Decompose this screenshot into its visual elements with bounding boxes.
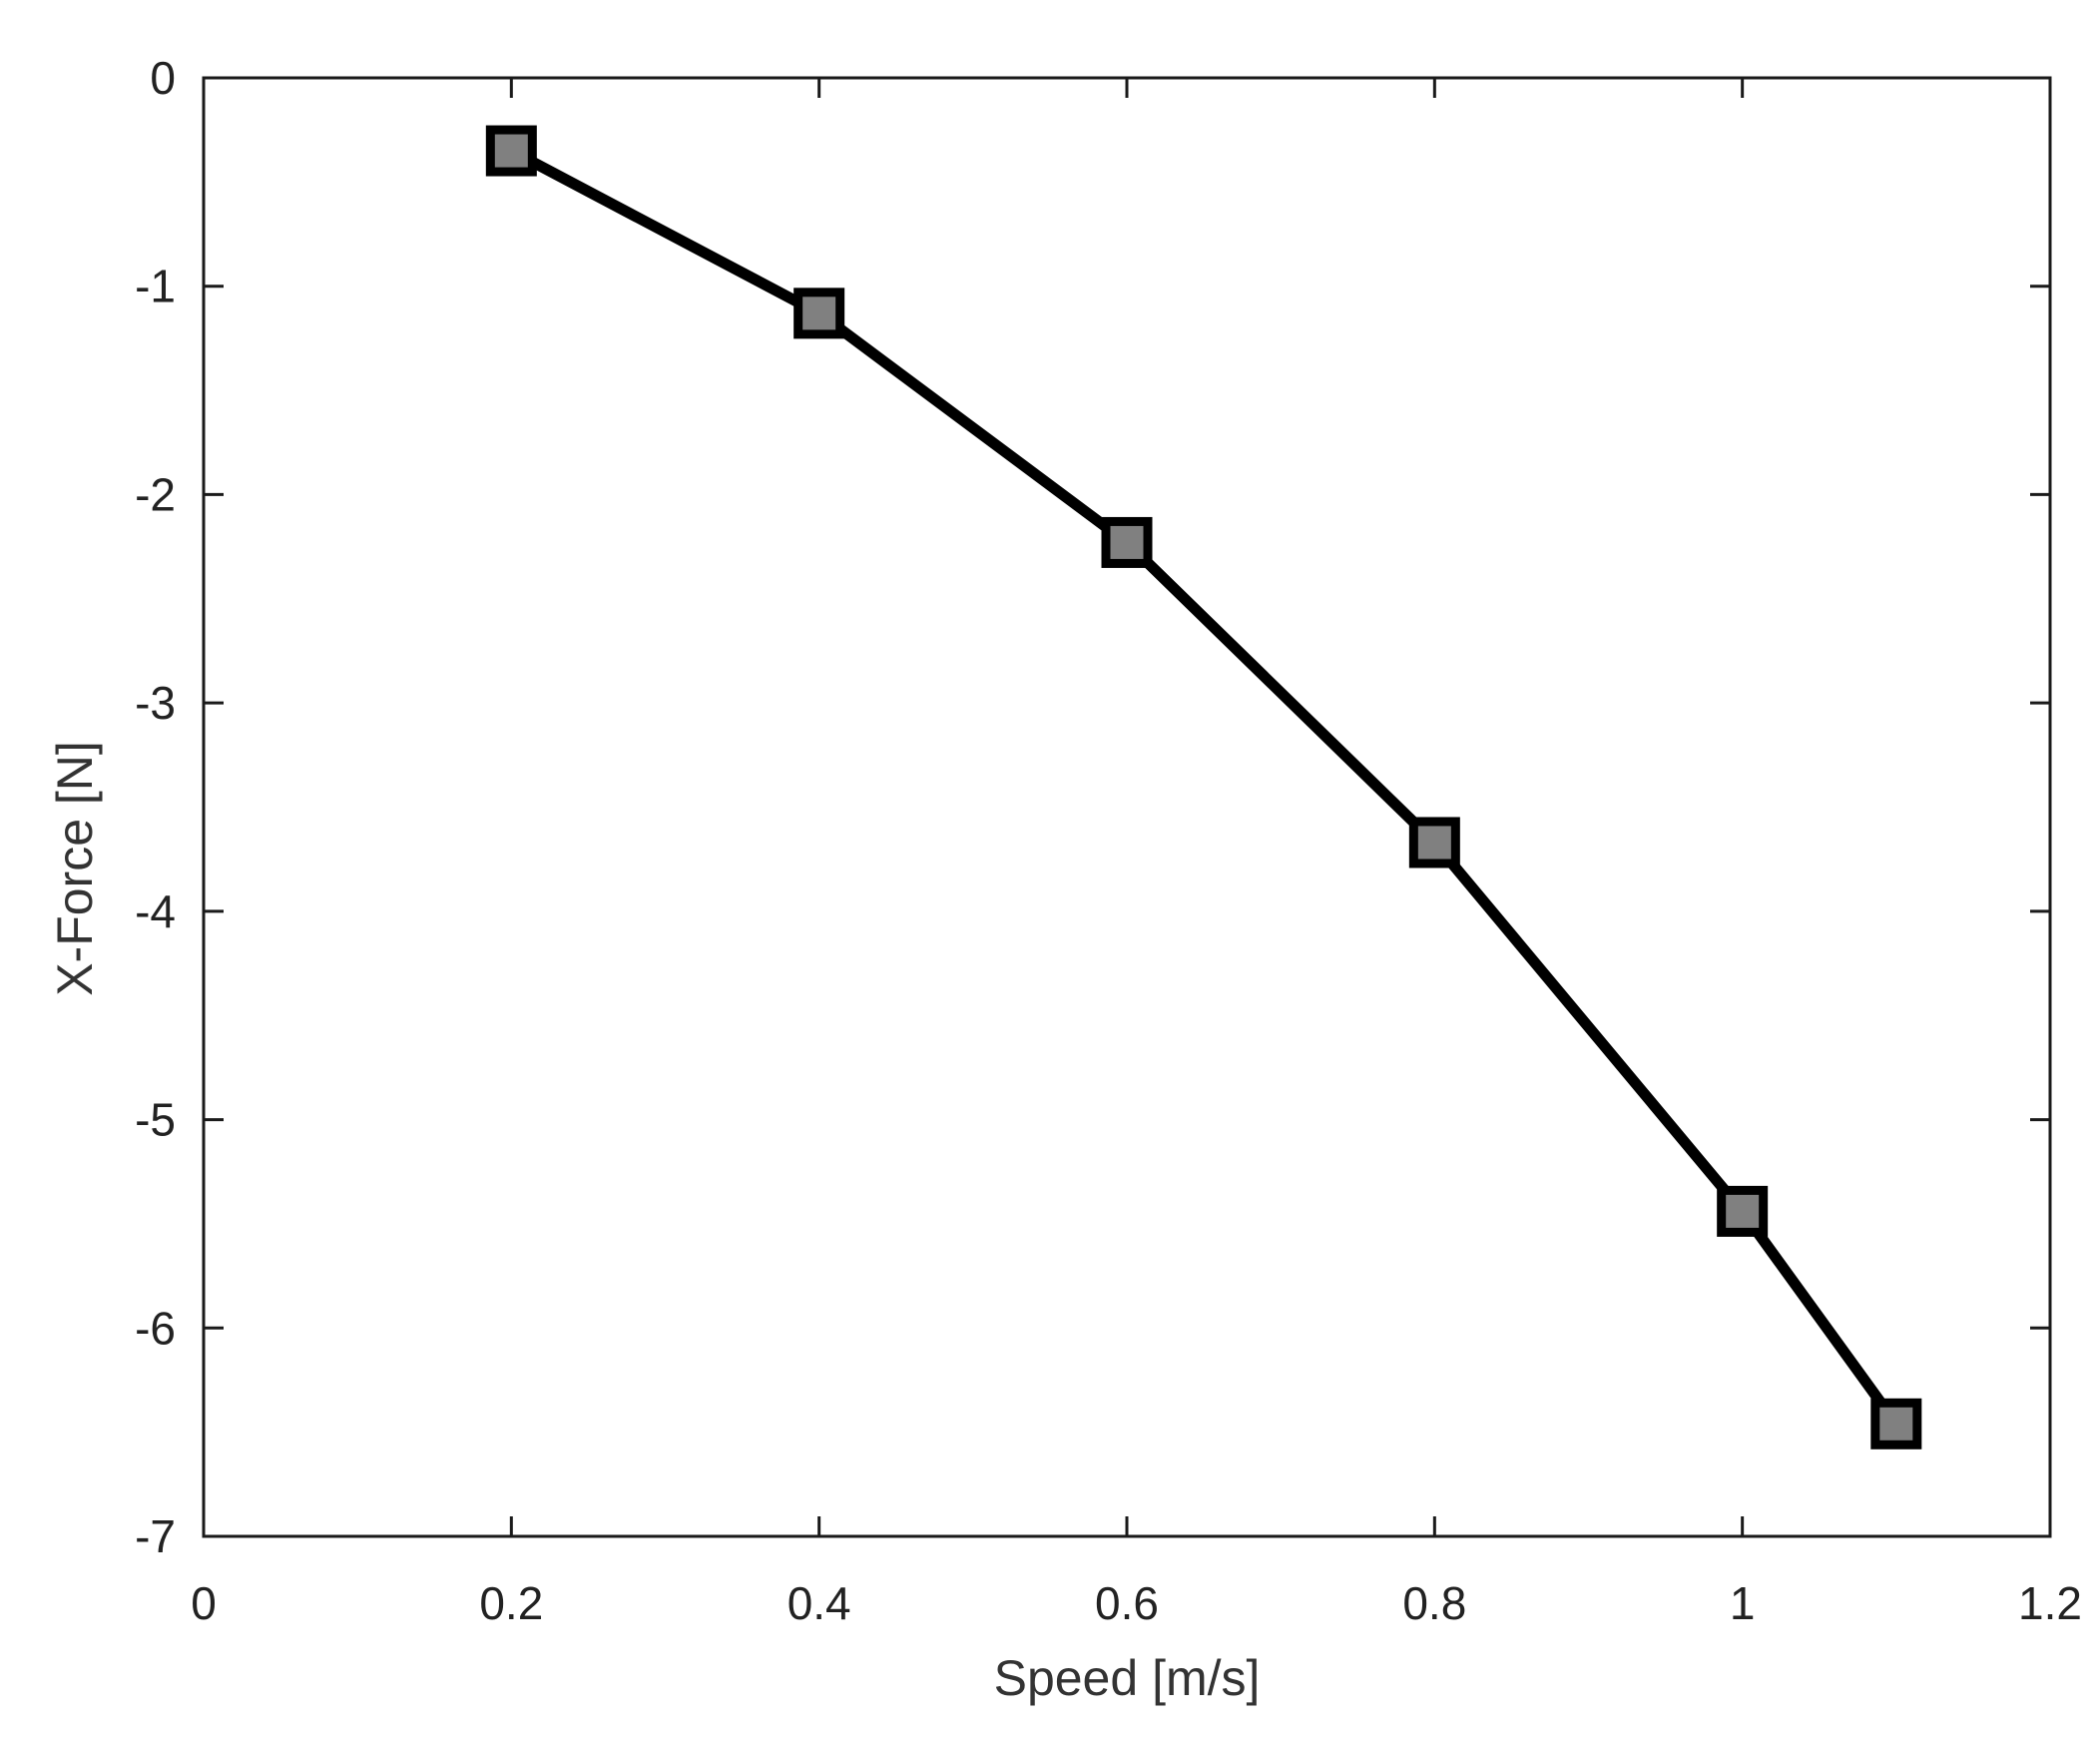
x-tick-label: 1 [1730,1577,1756,1629]
x-axis-title: Speed [m/s] [994,1650,1261,1706]
x-tick-label: 0.2 [479,1577,543,1629]
data-point-marker [793,288,845,339]
x-tick-label: 0 [191,1577,217,1629]
x-tick-label: 1.2 [2018,1577,2082,1629]
series-layer [505,145,1902,1430]
data-point-marker [1101,516,1153,568]
y-tick-label: -3 [135,677,176,729]
axis-ticks [204,78,2050,1536]
x-tick-labels: 0 0.2 0.4 0.6 0.8 1 1.2 [191,1577,2082,1629]
plot-frame [202,76,2052,1538]
y-tick-label: -6 [135,1302,176,1354]
data-point-marker [1408,817,1460,868]
y-axis-title: X-Force [N] [47,741,103,996]
x-tick-label: 0.6 [1095,1577,1159,1629]
data-point-marker [1870,1398,1922,1449]
x-tick-label: 0.8 [1402,1577,1466,1629]
x-tick-label: 0.4 [788,1577,851,1629]
y-tick-label: -2 [135,468,176,520]
plot-area-border [202,76,2052,1538]
y-tick-label: -1 [135,261,176,312]
y-tick-label: -5 [135,1094,176,1146]
data-point-marker [1717,1185,1769,1237]
y-tick-labels: 0 -1 -2 -3 -4 -5 -6 -7 [135,52,176,1562]
y-tick-label: -7 [135,1510,176,1562]
marker-layer [485,125,1922,1449]
data-point-marker [485,125,537,177]
y-tick-label: 0 [150,52,176,104]
y-tick-label: -4 [135,885,176,937]
series-line [505,145,1902,1430]
